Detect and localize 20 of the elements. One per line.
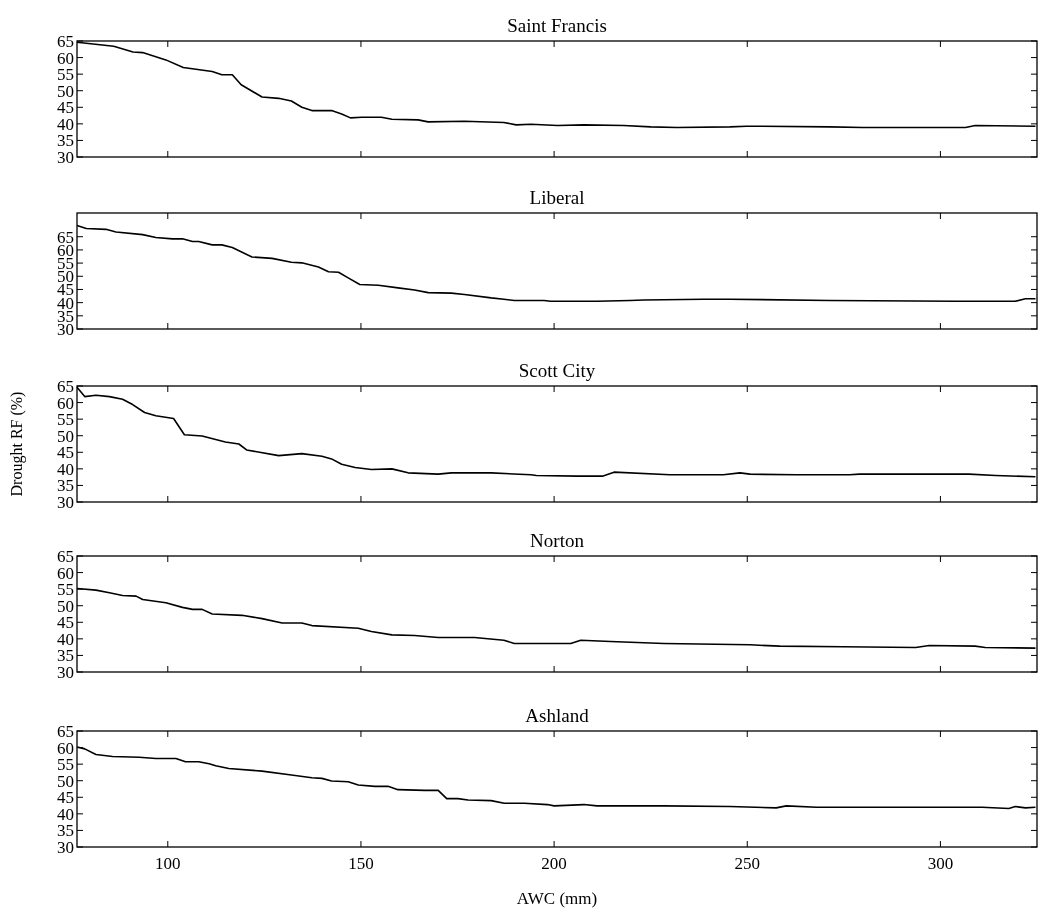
- y-tick-label: 65: [57, 376, 74, 396]
- x-tick-label: 200: [541, 854, 567, 873]
- chart-title: Ashland: [525, 705, 590, 726]
- x-tick-label: 250: [734, 854, 761, 873]
- x-tick-label: 150: [348, 854, 374, 873]
- chart-title: Scott City: [518, 360, 596, 381]
- chart-title: Norton: [530, 530, 585, 551]
- y-tick-label: 65: [57, 546, 74, 566]
- chart-title: Saint Francis: [507, 15, 607, 36]
- y-tick-label: 60: [57, 563, 74, 583]
- y-tick-label: 60: [57, 393, 74, 413]
- x-tick-label: 300: [927, 854, 954, 873]
- chart-title: Liberal: [529, 187, 585, 208]
- y-tick-label: 65: [57, 31, 74, 51]
- y-tick-label: 60: [57, 738, 74, 758]
- y-tick-label: 60: [57, 48, 74, 68]
- y-axis-title: Drought RF (%): [8, 391, 26, 497]
- x-tick-label: 100: [155, 854, 181, 873]
- y-tick-label: 65: [57, 721, 74, 741]
- x-axis-title: AWC (mm): [516, 889, 598, 908]
